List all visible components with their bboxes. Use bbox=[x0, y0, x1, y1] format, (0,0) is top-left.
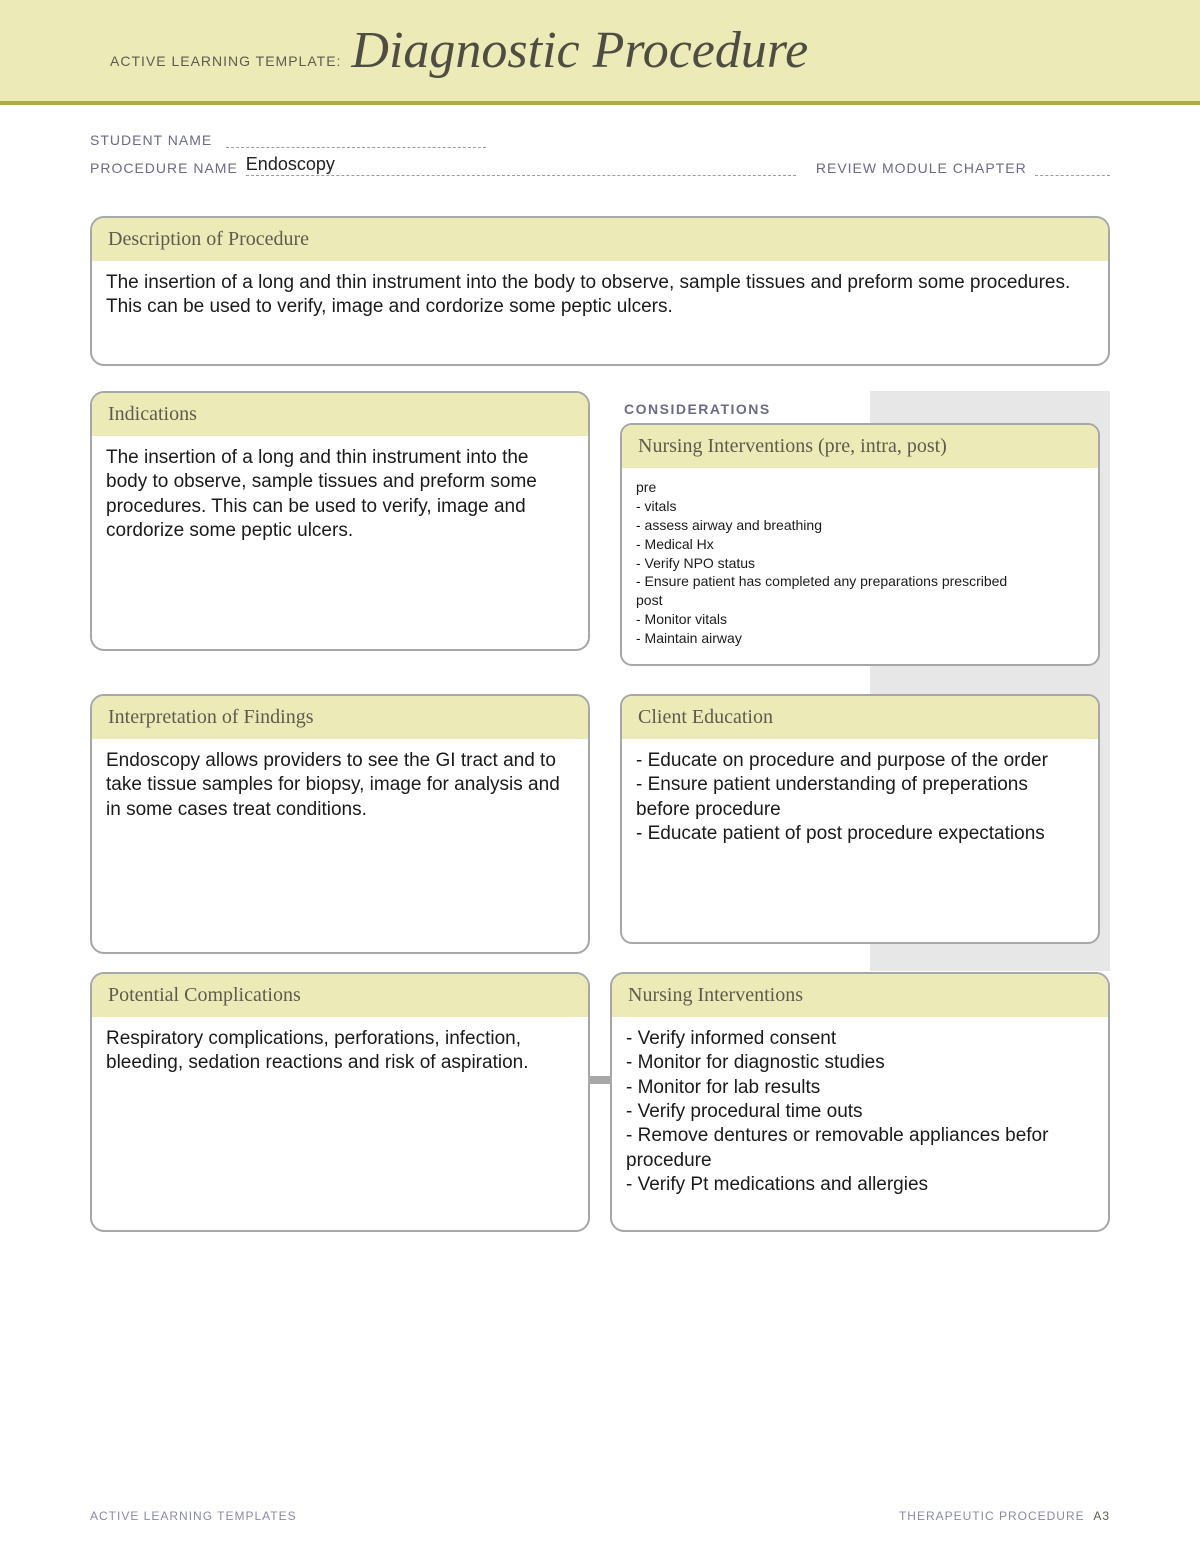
indications-body: The insertion of a long and thin instrum… bbox=[92, 436, 588, 559]
interpretation-title: Interpretation of Findings bbox=[92, 696, 588, 739]
client-ed-cell: Client Education - Educate on procedure … bbox=[610, 694, 1110, 954]
footer-left: ACTIVE LEARNING TEMPLATES bbox=[90, 1509, 297, 1523]
procedure-name-value: Endoscopy bbox=[246, 154, 335, 175]
interpretation-cell: Interpretation of Findings Endoscopy all… bbox=[90, 694, 590, 954]
interpretation-body: Endoscopy allows providers to see the GI… bbox=[92, 739, 588, 838]
complications-body: Respiratory complications, perforations,… bbox=[92, 1017, 588, 1092]
row3-connector bbox=[589, 1076, 611, 1084]
footer: ACTIVE LEARNING TEMPLATES THERAPEUTIC PR… bbox=[90, 1509, 1110, 1523]
grid: Indications The insertion of a long and … bbox=[90, 391, 1110, 1232]
nursing-interventions-body: - Verify informed consent - Monitor for … bbox=[612, 1017, 1108, 1213]
complications-title: Potential Complications bbox=[92, 974, 588, 1017]
nursing-interventions-cell: Nursing Interventions - Verify informed … bbox=[610, 972, 1110, 1232]
procedure-name-label: PROCEDURE NAME bbox=[90, 160, 238, 176]
nursing-pre-title: Nursing Interventions (pre, intra, post) bbox=[622, 425, 1098, 468]
nursing-pre-box: Nursing Interventions (pre, intra, post)… bbox=[620, 423, 1100, 666]
complications-cell: Potential Complications Respiratory comp… bbox=[90, 972, 590, 1232]
client-ed-box: Client Education - Educate on procedure … bbox=[620, 694, 1100, 944]
indications-cell: Indications The insertion of a long and … bbox=[90, 391, 590, 676]
review-chapter-line[interactable] bbox=[1035, 158, 1110, 176]
footer-right: THERAPEUTIC PROCEDURE A3 bbox=[899, 1509, 1110, 1523]
nursing-pre-body: pre - vitals - assess airway and breathi… bbox=[622, 468, 1098, 664]
complications-box: Potential Complications Respiratory comp… bbox=[90, 972, 590, 1232]
footer-right-label: THERAPEUTIC PROCEDURE bbox=[899, 1509, 1085, 1523]
page: ACTIVE LEARNING TEMPLATE: Diagnostic Pro… bbox=[0, 0, 1200, 1553]
header-prefix: ACTIVE LEARNING TEMPLATE: bbox=[110, 53, 341, 69]
student-name-row: STUDENT NAME bbox=[90, 130, 1110, 148]
client-ed-title: Client Education bbox=[622, 696, 1098, 739]
description-title: Description of Procedure bbox=[92, 218, 1108, 261]
procedure-name-line[interactable]: Endoscopy bbox=[246, 158, 796, 176]
header-band: ACTIVE LEARNING TEMPLATE: Diagnostic Pro… bbox=[0, 0, 1200, 105]
student-name-label: STUDENT NAME bbox=[90, 132, 212, 148]
interpretation-box: Interpretation of Findings Endoscopy all… bbox=[90, 694, 590, 954]
client-ed-body: - Educate on procedure and purpose of th… bbox=[622, 739, 1098, 862]
procedure-review-row: PROCEDURE NAME Endoscopy REVIEW MODULE C… bbox=[90, 158, 1110, 176]
content-area: Description of Procedure The insertion o… bbox=[90, 216, 1110, 1232]
considerations-cell-1: CONSIDERATIONS Nursing Interventions (pr… bbox=[610, 391, 1110, 676]
indications-box: Indications The insertion of a long and … bbox=[90, 391, 590, 651]
footer-page: A3 bbox=[1093, 1509, 1110, 1523]
description-body: The insertion of a long and thin instrum… bbox=[92, 261, 1108, 336]
meta-section: STUDENT NAME PROCEDURE NAME Endoscopy RE… bbox=[90, 130, 1110, 176]
nursing-interventions-title: Nursing Interventions bbox=[612, 974, 1108, 1017]
header-title: Diagnostic Procedure bbox=[351, 21, 808, 80]
considerations-label: CONSIDERATIONS bbox=[610, 391, 1110, 423]
student-name-line[interactable] bbox=[226, 130, 486, 148]
nursing-interventions-box: Nursing Interventions - Verify informed … bbox=[610, 972, 1110, 1232]
description-box: Description of Procedure The insertion o… bbox=[90, 216, 1110, 366]
indications-title: Indications bbox=[92, 393, 588, 436]
review-chapter-label: REVIEW MODULE CHAPTER bbox=[816, 160, 1027, 176]
